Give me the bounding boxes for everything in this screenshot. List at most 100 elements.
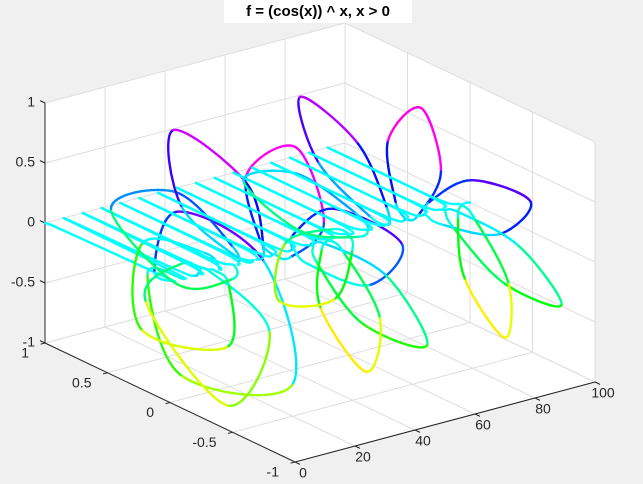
curve-segment bbox=[396, 208, 410, 221]
curve-segment bbox=[303, 232, 331, 242]
curve-segment bbox=[213, 176, 325, 231]
curve-segment bbox=[225, 285, 236, 349]
y-tick-label: -1 bbox=[267, 464, 280, 480]
y-tick-mark bbox=[290, 461, 296, 464]
curve-segment bbox=[386, 106, 423, 142]
curve-segment bbox=[299, 95, 360, 145]
y-tick-label: -0.5 bbox=[192, 434, 216, 450]
z-tick-label: -0.5 bbox=[11, 274, 35, 290]
x-tick-mark bbox=[474, 413, 481, 417]
curve-segment bbox=[284, 227, 335, 245]
grid-line bbox=[344, 22, 596, 143]
z-tick-mark bbox=[39, 160, 46, 164]
x-tick-label: 40 bbox=[415, 433, 431, 449]
curve-segment bbox=[143, 261, 186, 302]
curve-segment bbox=[179, 373, 294, 397]
curve-segment bbox=[167, 128, 183, 207]
z-tick-label: 1 bbox=[27, 94, 35, 110]
curve-segment bbox=[377, 213, 392, 226]
curve-segment bbox=[332, 251, 354, 301]
x-tick-mark bbox=[294, 461, 301, 465]
curve-segment bbox=[43, 221, 56, 228]
x-axis-line bbox=[294, 381, 596, 463]
grid-line bbox=[44, 262, 346, 344]
curve-segment bbox=[291, 207, 335, 236]
curve-segment bbox=[245, 144, 298, 176]
curve-segment bbox=[360, 322, 429, 349]
curve-segment bbox=[292, 248, 310, 266]
curve-segment bbox=[175, 278, 233, 291]
curve-segment bbox=[339, 223, 355, 236]
curve-segment bbox=[273, 241, 287, 302]
curve-segment bbox=[53, 225, 107, 251]
curve-segment bbox=[194, 181, 306, 236]
curve-segment bbox=[385, 274, 429, 347]
y-tick-mark bbox=[165, 402, 171, 405]
x-tick-label: 20 bbox=[355, 449, 371, 465]
curve-segment bbox=[457, 211, 521, 248]
curve-segment bbox=[264, 243, 278, 256]
curve-segment bbox=[428, 179, 473, 204]
curve-segment bbox=[367, 214, 388, 227]
z-tick-label: 0.5 bbox=[16, 154, 36, 170]
curve-segment bbox=[307, 151, 419, 206]
chart-title: f = (cos(x)) ^ x, x > 0 bbox=[246, 3, 390, 20]
y-tick-mark bbox=[227, 431, 233, 434]
grid-line bbox=[232, 351, 533, 433]
curve-segment bbox=[294, 172, 357, 215]
curve-segment bbox=[207, 258, 223, 271]
curve-segment bbox=[146, 272, 182, 377]
title-box bbox=[224, 0, 412, 23]
curve-segment bbox=[269, 161, 382, 216]
z-tick-mark bbox=[39, 280, 46, 284]
curve-segment bbox=[139, 327, 229, 351]
curve-segment bbox=[119, 201, 231, 256]
curve-segment bbox=[308, 240, 327, 247]
z-tick-label: 0 bbox=[27, 214, 35, 230]
curve-segment bbox=[232, 171, 344, 226]
curve-segment bbox=[156, 191, 269, 246]
y-tick-label: 0.5 bbox=[72, 374, 92, 390]
curve-segment bbox=[419, 106, 443, 173]
curve-segment bbox=[242, 179, 302, 232]
x-tick-mark bbox=[594, 381, 601, 385]
y-tick-mark bbox=[40, 342, 46, 345]
curve-segment bbox=[503, 283, 513, 339]
curve-segment bbox=[262, 260, 298, 387]
x-tick-mark bbox=[354, 445, 361, 449]
curve-segment bbox=[456, 216, 466, 280]
curve-segment bbox=[470, 179, 532, 203]
curve-segment bbox=[109, 207, 179, 286]
curve-segment bbox=[284, 237, 312, 247]
grid-line bbox=[44, 22, 346, 104]
curve-segment bbox=[367, 243, 405, 287]
curve-segment bbox=[230, 264, 239, 281]
curve-segment bbox=[326, 146, 438, 201]
curve-segment bbox=[288, 156, 401, 211]
z-tick-label: -1 bbox=[23, 334, 36, 350]
curve-segment bbox=[343, 252, 382, 320]
grid-line bbox=[344, 82, 596, 203]
curve-segment bbox=[365, 317, 383, 374]
curve-segment bbox=[298, 229, 358, 239]
curve-segment bbox=[451, 226, 505, 284]
curve-segment bbox=[191, 262, 217, 272]
curve-segment bbox=[301, 233, 316, 246]
x-tick-label: 80 bbox=[535, 401, 551, 417]
curve-segment bbox=[424, 213, 444, 226]
grid-line bbox=[169, 322, 471, 403]
curve-segment bbox=[251, 166, 363, 221]
x-tick-mark bbox=[534, 397, 541, 401]
curve-segment bbox=[497, 200, 533, 236]
grid-line bbox=[344, 262, 596, 383]
curve-segment bbox=[435, 197, 463, 207]
curve-segment bbox=[440, 223, 501, 237]
z-tick-mark bbox=[39, 340, 46, 344]
curve-segment bbox=[81, 211, 194, 266]
y-axis-line bbox=[44, 342, 296, 463]
curve-segment bbox=[236, 256, 255, 264]
y-tick-label: 0 bbox=[146, 404, 154, 420]
curve-segment bbox=[358, 218, 374, 231]
x-tick-label: 0 bbox=[299, 465, 307, 481]
